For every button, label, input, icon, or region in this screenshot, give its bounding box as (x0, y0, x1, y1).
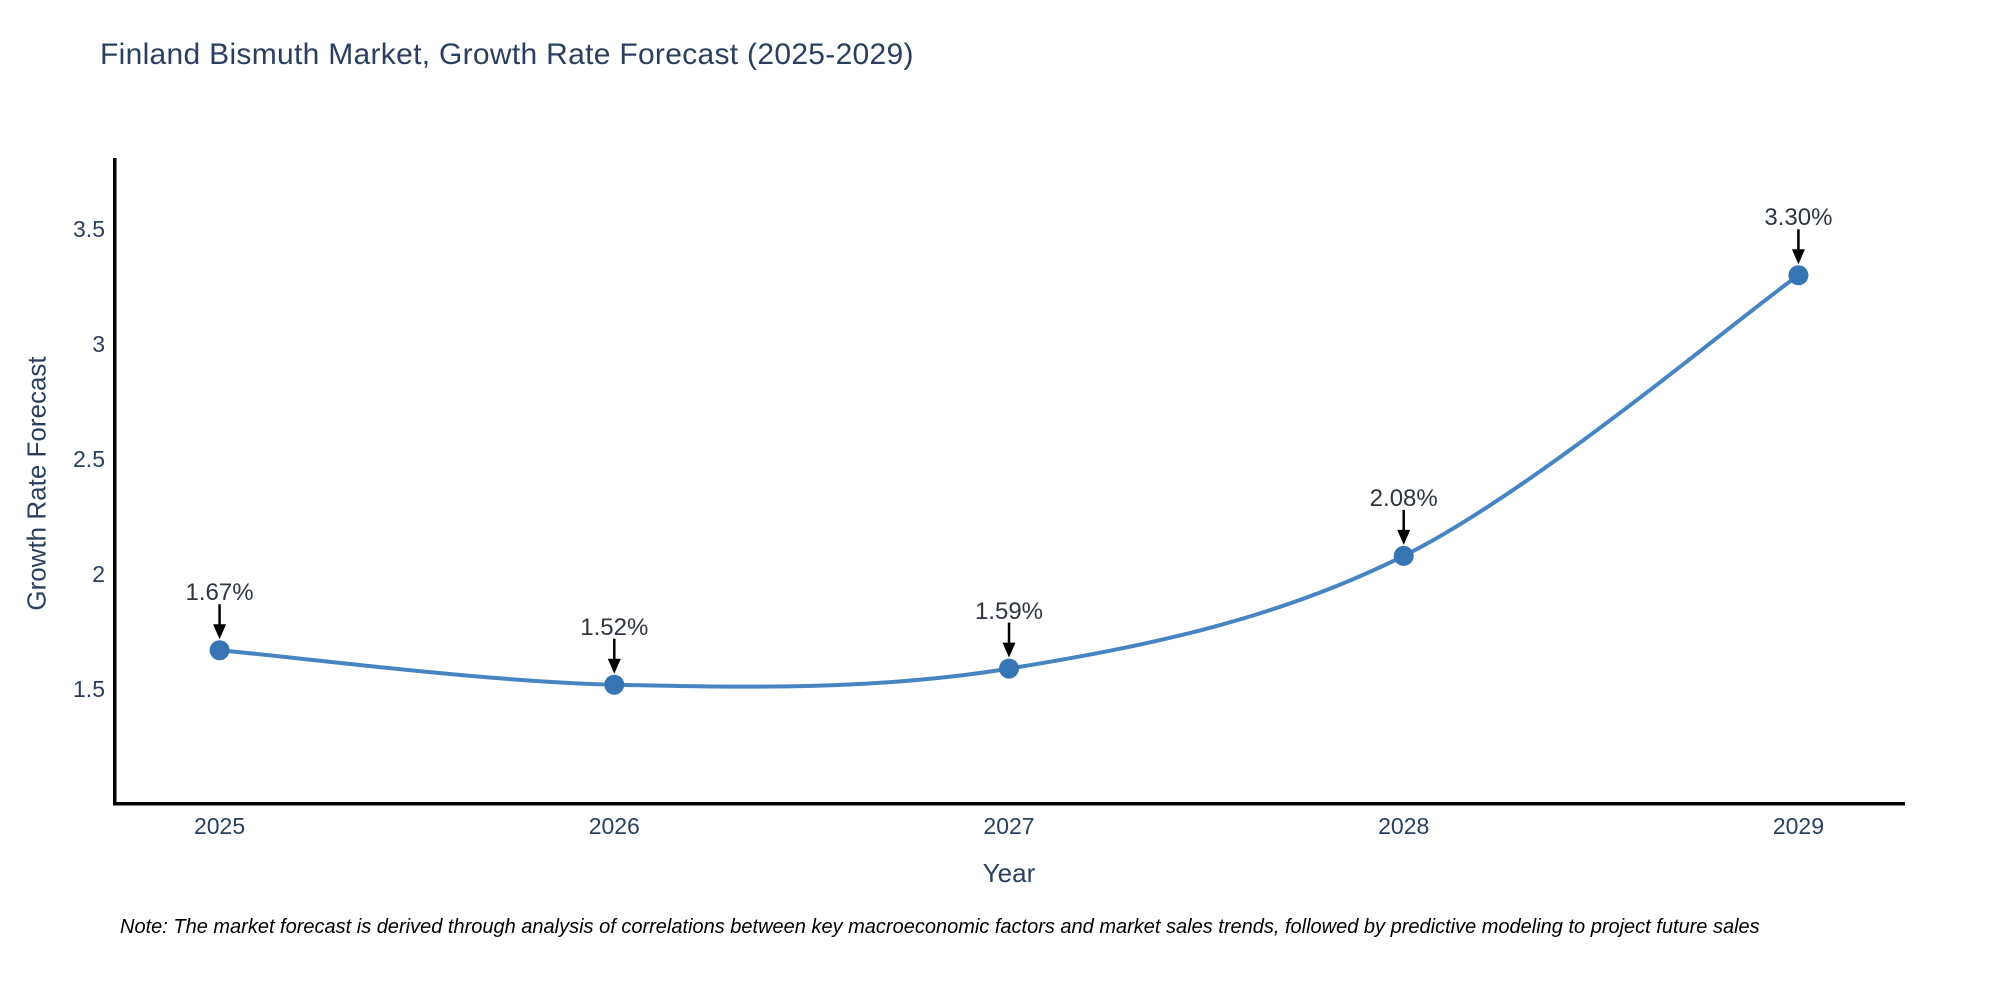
point-value-label: 3.30% (1764, 204, 1833, 232)
data-point-2029[interactable] (1788, 265, 1809, 286)
y-tick-label: 1.5 (73, 676, 105, 703)
chart-title: Finland Bismuth Market, Growth Rate Fore… (100, 38, 914, 71)
point-value-label: 1.52% (580, 613, 649, 641)
point-value-label: 1.67% (185, 579, 254, 607)
data-point-2028[interactable] (1393, 545, 1414, 566)
point-value-label: 1.59% (974, 597, 1044, 625)
y-tick-label: 2.5 (73, 446, 105, 473)
y-tick-label: 3.5 (73, 216, 105, 243)
x-tick-label: 2027 (983, 813, 1035, 839)
y-tick-label: 2 (92, 561, 105, 588)
footnote: Note: The market forecast is derived thr… (120, 916, 1760, 938)
data-point-2025[interactable] (209, 640, 230, 661)
annotation-arrow-head (1791, 249, 1805, 265)
annotation-arrow-head (213, 624, 227, 640)
x-tick-label: 2028 (1378, 813, 1430, 839)
x-tick-label: 2025 (193, 813, 246, 839)
x-tick-label: 2029 (1772, 813, 1824, 839)
forecast-line (219, 273, 1800, 689)
data-point-2027[interactable] (999, 658, 1019, 679)
annotation-arrow-head (607, 658, 621, 674)
x-tick-label: 2026 (588, 813, 640, 839)
annotation-arrow-head (1002, 642, 1016, 658)
data-point-2026[interactable] (604, 674, 625, 695)
x-axis-title: Year (982, 858, 1036, 888)
point-value-label: 2.08% (1369, 484, 1438, 512)
y-tick-label: 3 (92, 331, 105, 358)
annotation-arrow-head (1397, 529, 1411, 545)
